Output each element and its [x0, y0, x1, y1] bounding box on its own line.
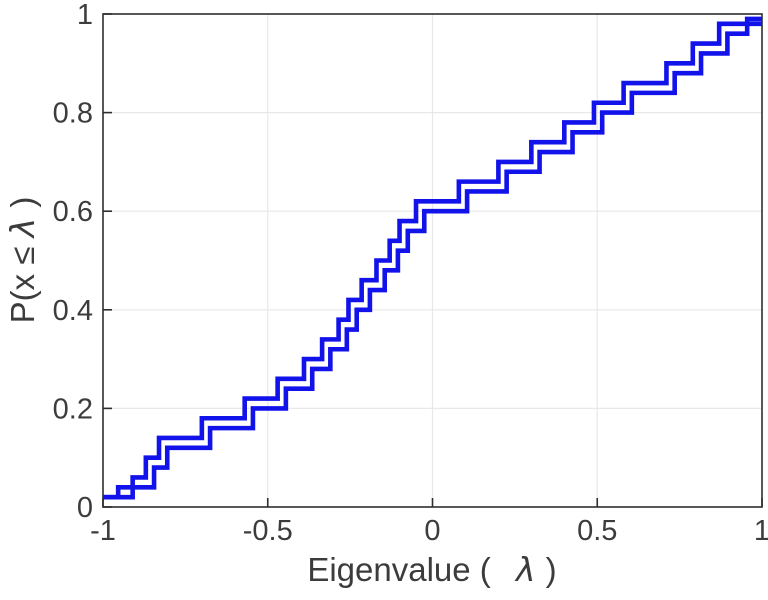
y-tick-labels: 0 0.2 0.4 0.6 0.8 1	[53, 0, 93, 524]
lambda-symbol: λ	[3, 218, 42, 240]
x-tick-label: 0	[424, 515, 440, 547]
x-tick-label: -0.5	[243, 515, 293, 547]
y-tick-label: 0.4	[53, 295, 93, 327]
x-axis-label-close-paren: )	[546, 551, 557, 588]
x-tick-label: -1	[90, 515, 116, 547]
lambda-symbol: λ	[514, 550, 536, 589]
y-tick-label: 1	[77, 0, 93, 31]
axis-ticks	[102, 13, 763, 508]
ecdf-staircase-2	[103, 16, 762, 500]
y-axis-label: P(x ≤ λ )	[3, 197, 42, 324]
x-tick-label: 1	[754, 515, 768, 547]
x-axis-label: Eigenvalue ( λ )	[307, 550, 556, 589]
x-tick-labels: -1 -0.5 0 0.5 1	[90, 515, 768, 547]
y-tick-label: 0.2	[53, 393, 93, 425]
x-tick-label: 0.5	[577, 515, 617, 547]
x-axis-label-text: Eigenvalue (	[307, 551, 490, 588]
y-tick-label: 0	[77, 492, 93, 524]
y-axis-label-close-paren: )	[4, 197, 41, 208]
y-tick-label: 0.6	[53, 196, 93, 228]
y-axis-label-text: P(x ≤	[4, 237, 41, 323]
ecdf-series-layer	[103, 16, 762, 500]
ecdf-staircase-1	[103, 21, 762, 500]
y-tick-label: 0.8	[53, 98, 93, 130]
